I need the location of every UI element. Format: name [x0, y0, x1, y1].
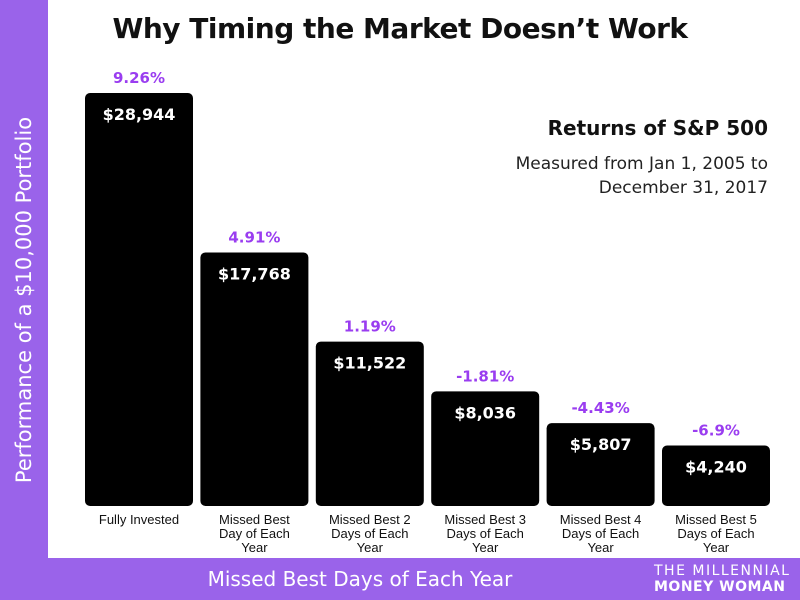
x-tick-label: Year	[357, 540, 384, 555]
x-tick-label: Year	[472, 540, 499, 555]
x-tick-label: Day of Each	[219, 526, 290, 541]
x-tick-label: Fully Invested	[99, 512, 179, 527]
brand-logo-line1: THE MILLENNIAL	[654, 563, 791, 579]
bar-value-label: $11,522	[333, 354, 406, 373]
x-tick-label: Days of Each	[562, 526, 639, 541]
x-tick-label: Year	[587, 540, 614, 555]
x-tick-label: Missed Best	[219, 512, 290, 527]
chart-subtitle: Returns of S&P 500	[547, 116, 768, 140]
y-axis-label: Performance of a $10,000 Portfolio	[12, 116, 36, 484]
x-axis-band	[0, 558, 800, 600]
bar-return-label: -4.43%	[571, 399, 629, 417]
x-tick-label: Missed Best 3	[444, 512, 526, 527]
bar-value-label: $17,768	[218, 264, 291, 283]
brand-logo: THE MILLENNIAL MONEY WOMAN	[654, 563, 794, 595]
bar-value-label: $8,036	[454, 403, 516, 422]
x-tick-label: Year	[241, 540, 268, 555]
x-tick-label: Missed Best 4	[560, 512, 642, 527]
bar-value-label: $4,240	[685, 457, 747, 476]
brand-logo-line2: MONEY WOMAN	[654, 579, 786, 595]
bar-return-label: -1.81%	[456, 367, 514, 385]
bar-return-label: 4.91%	[228, 228, 280, 246]
bar-return-label: 9.26%	[113, 69, 165, 87]
x-tick-label: Year	[703, 540, 730, 555]
bar-return-label: 1.19%	[344, 318, 396, 336]
chart-title: Why Timing the Market Doesn’t Work	[112, 12, 688, 45]
bar	[85, 93, 193, 506]
x-tick-label: Days of Each	[447, 526, 524, 541]
x-tick-label: Days of Each	[331, 526, 408, 541]
bar-value-label: $5,807	[570, 435, 632, 454]
x-tick-label: Missed Best 2	[329, 512, 411, 527]
x-axis-label: Missed Best Days of Each Year	[207, 567, 513, 591]
x-tick-label: Missed Best 5	[675, 512, 757, 527]
x-tick-label: Days of Each	[677, 526, 754, 541]
bar	[315, 341, 424, 506]
y-axis-band	[0, 0, 48, 558]
bar-value-label: $28,944	[103, 105, 176, 124]
measurement-period-note: Measured from Jan 1, 2005 to December 31…	[515, 154, 768, 198]
bar-return-label: -6.9%	[692, 421, 740, 439]
bar	[662, 445, 770, 506]
bar	[200, 252, 309, 506]
bar	[431, 391, 540, 506]
bar	[546, 423, 655, 506]
